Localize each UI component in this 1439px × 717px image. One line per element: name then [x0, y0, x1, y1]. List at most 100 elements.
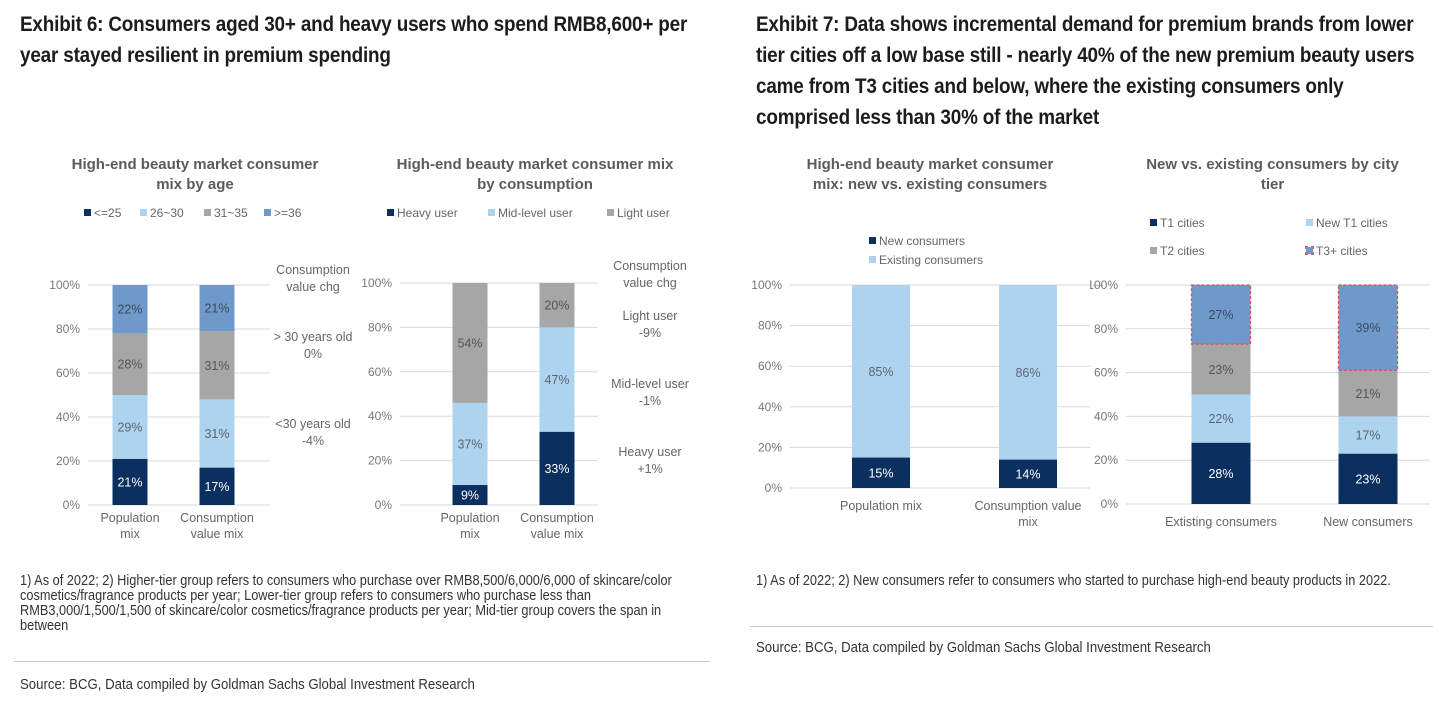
data-label: 21% [1355, 387, 1380, 401]
data-label: 33% [544, 462, 569, 476]
y-tick-label: 0% [63, 498, 81, 512]
chg-item-label: <30 years old [275, 417, 351, 431]
bar-segment [112, 395, 148, 459]
bar-segment [1191, 394, 1251, 443]
data-label: 31% [204, 427, 229, 441]
data-label: 85% [868, 365, 893, 379]
data-label: 39% [1355, 321, 1380, 335]
bar-segment [452, 283, 488, 403]
legend-label: New consumers [879, 234, 966, 248]
data-label: 22% [1208, 412, 1233, 426]
bar-segment [199, 285, 235, 332]
legend-swatch [607, 209, 614, 217]
legend-item: T1 cities [1150, 216, 1205, 230]
y-tick-label: 20% [56, 454, 80, 468]
bar-segment [199, 467, 235, 505]
y-tick-label: 20% [758, 440, 782, 454]
category-label: mix [1018, 515, 1038, 529]
axis-tick-mark [1093, 285, 1103, 286]
legend-swatch [84, 209, 91, 217]
chart-consumption-legend: Heavy user Mid-level user Light user [387, 206, 687, 224]
category-label: Population mix [840, 499, 923, 513]
data-label: 29% [117, 420, 142, 434]
chg-header: Consumption value chg [258, 262, 368, 296]
data-label: 17% [1355, 429, 1380, 443]
exhibit-7-source: Source: BCG, Data compiled by Goldman Sa… [756, 639, 1211, 656]
legend-swatch [1306, 219, 1313, 227]
chg-item-value: -1% [638, 394, 662, 408]
bar-segment [112, 333, 148, 395]
y-tick-label: 40% [1094, 409, 1118, 423]
chart-citytier-legend: T1 cities New T1 cities T2 cities T3+ ci… [1150, 216, 1410, 258]
legend-label: Mid-level user [498, 206, 573, 220]
category-label: Population [440, 511, 499, 525]
y-tick-label: 40% [758, 400, 782, 414]
legend-item: Light user [607, 206, 670, 220]
chg-header-line: value chg [286, 280, 340, 294]
data-label: 27% [1208, 308, 1233, 322]
data-label: 31% [204, 359, 229, 373]
legend-swatch [1150, 219, 1157, 227]
data-label: 20% [544, 299, 569, 313]
chg-item-value: 0% [303, 347, 323, 361]
data-label: 14% [1015, 467, 1040, 481]
bar-segment [112, 285, 148, 334]
bar-segment [852, 285, 910, 458]
chg-item-light: Light user -9% [595, 308, 705, 342]
exhibit-7-title: Exhibit 7: Data shows incremental demand… [756, 13, 1415, 129]
bar-segment [999, 459, 1057, 488]
chart-age-plot: 0% 20% 40% 60% 80% 100% 21% 29% 28% 22% Population… [49, 278, 270, 541]
y-tick-label: 20% [1094, 453, 1118, 467]
bar-segment [1338, 453, 1398, 504]
legend-item: T3+ cities [1305, 244, 1368, 258]
data-label: 21% [204, 302, 229, 316]
legend-swatch [387, 209, 394, 217]
data-label: 15% [868, 466, 893, 480]
legend-label: Heavy user [397, 206, 458, 220]
data-label: 86% [1015, 366, 1040, 380]
y-tick-label: 100% [361, 276, 392, 290]
legend-swatch [140, 209, 147, 217]
exhibit-7-divider [750, 626, 1433, 627]
data-label: 22% [117, 303, 142, 317]
bar-segment [199, 399, 235, 468]
category-label: mix [460, 527, 480, 541]
y-tick-label: 0% [1101, 497, 1119, 511]
chg-item-heavy: Heavy user +1% [595, 444, 705, 478]
data-label: 28% [1208, 467, 1233, 481]
chg-item-mid: Mid-level user -1% [595, 376, 705, 410]
legend-label: Light user [617, 206, 670, 220]
y-tick-label: 60% [56, 366, 80, 380]
category-label: value mix [191, 527, 245, 541]
chart-citytier-plot: 0% 20% 40% 60% 80% 100% 28% 22% 23% 27% Extisting … [1090, 278, 1430, 529]
chg-item-under30: <30 years old -4% [258, 416, 368, 450]
data-label: 21% [117, 475, 142, 489]
y-tick-label: 60% [368, 365, 392, 379]
chg-item-over30: > 30 years old 0% [258, 329, 368, 363]
legend-item: 31~35 [204, 206, 248, 220]
chart-consumption-title: High-end beauty market consumer mix by c… [396, 156, 674, 193]
exhibit-7-note: 1) As of 2022; 2) New consumers refer to… [756, 573, 1391, 589]
bar-segment [112, 458, 148, 505]
y-tick-label: 0% [375, 498, 393, 512]
legend-item: <=25 [84, 206, 121, 220]
legend-swatch [1150, 247, 1157, 255]
y-tick-label: 100% [49, 278, 80, 292]
bar-segment [1190, 284, 1252, 345]
chart-newexisting-plot: 0% 20% 40% 60% 80% 100% 15% 85% Population mix 14… [751, 278, 1090, 529]
chg-item-label: Light user [622, 309, 678, 323]
bar-segment [1191, 344, 1251, 395]
legend-item: New consumers [869, 234, 965, 248]
category-label: Extisting consumers [1165, 515, 1277, 529]
y-tick-label: 80% [56, 322, 80, 336]
bar-segment [199, 331, 235, 400]
category-label: Consumption [520, 511, 594, 525]
chg-header-line: Consumption [613, 259, 687, 273]
y-tick-label: 80% [368, 320, 392, 334]
data-label: 17% [204, 480, 229, 494]
legend-label: Existing consumers [879, 253, 984, 267]
y-tick-label: 60% [1094, 366, 1118, 380]
bar-segment [1338, 416, 1398, 454]
legend-item: New T1 cities [1306, 216, 1388, 230]
bar-segment [452, 402, 488, 486]
